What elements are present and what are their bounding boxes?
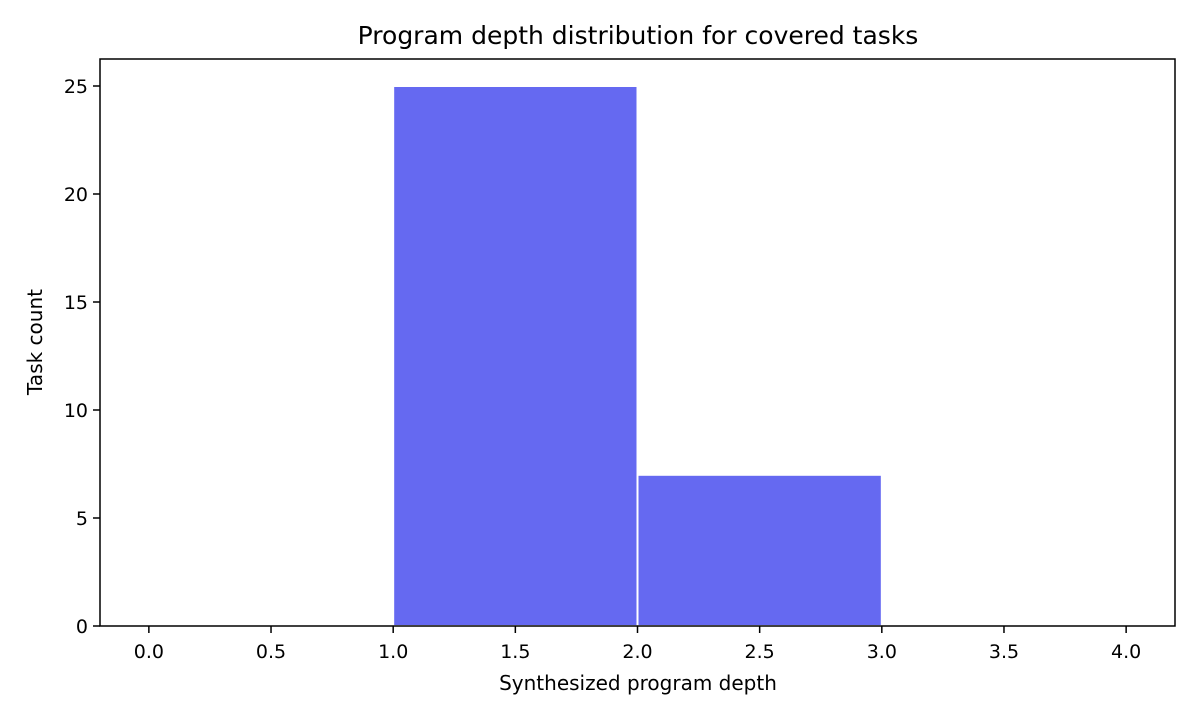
histogram-bar-0 <box>392 85 639 627</box>
histogram-bar-1 <box>636 473 883 627</box>
y-axis-ticks: 0 5 10 15 20 25 <box>64 76 100 638</box>
y-tick-label-0: 0 <box>76 616 88 638</box>
x-tick-label-2: 1.0 <box>378 641 408 663</box>
chart-title: Program depth distribution for covered t… <box>358 21 919 50</box>
x-axis-label: Synthesized program depth <box>499 671 777 695</box>
x-tick-label-1: 0.5 <box>256 641 286 663</box>
x-tick-label-7: 3.5 <box>989 641 1019 663</box>
x-tick-label-8: 4.0 <box>1111 641 1141 663</box>
y-tick-label-3: 15 <box>64 292 88 314</box>
y-axis-label: Task count <box>23 289 47 396</box>
x-tick-label-0: 0.0 <box>134 641 164 663</box>
x-tick-label-3: 1.5 <box>500 641 530 663</box>
y-tick-label-5: 25 <box>64 76 88 98</box>
y-tick-label-1: 5 <box>76 508 88 530</box>
x-axis-ticks: 0.0 0.5 1.0 1.5 2.0 2.5 3.0 3.5 4.0 <box>134 626 1141 663</box>
bars-group <box>392 85 883 627</box>
x-tick-label-6: 3.0 <box>867 641 897 663</box>
x-tick-label-5: 2.5 <box>745 641 775 663</box>
x-tick-label-4: 2.0 <box>622 641 652 663</box>
y-tick-label-4: 20 <box>64 184 88 206</box>
y-tick-label-2: 10 <box>64 400 88 422</box>
